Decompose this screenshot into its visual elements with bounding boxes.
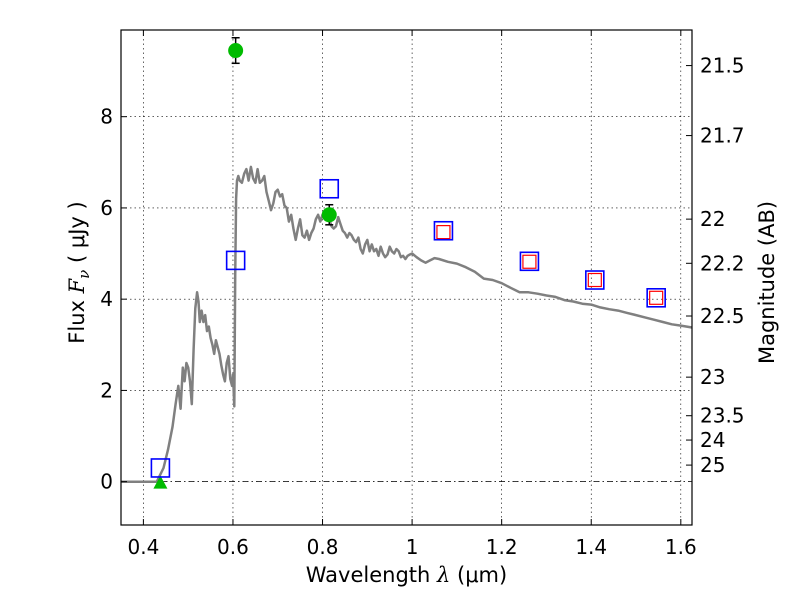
grid-lines xyxy=(121,30,692,525)
observed-nir-square xyxy=(649,290,664,305)
model-photometry-square xyxy=(150,458,171,478)
y2-tick-label: 21.5 xyxy=(700,54,745,78)
y-tick-label: 2 xyxy=(100,378,113,402)
y2-tick-label: 23.5 xyxy=(700,404,745,428)
model-spectrum-line xyxy=(121,165,693,483)
x-tick-label: 1 xyxy=(406,535,419,559)
y2-tick-label: 24 xyxy=(700,428,725,452)
y-tick-label: 4 xyxy=(100,287,113,311)
y2-tick-label: 25 xyxy=(700,453,725,477)
observed-nir-square xyxy=(587,272,602,288)
y-tick-label: 0 xyxy=(100,470,113,494)
model-photometry-square xyxy=(519,251,540,272)
observed-nir-square xyxy=(436,225,451,240)
y2-tick-label: 23 xyxy=(700,365,725,389)
model-photometry-square xyxy=(225,250,246,271)
model-photometry-square xyxy=(433,220,454,241)
y2-tick-label: 21.7 xyxy=(700,124,745,148)
detection-point xyxy=(321,207,337,223)
photometry-markers xyxy=(150,37,666,489)
observed-nir-square xyxy=(522,254,537,269)
detection-point xyxy=(228,43,244,59)
model-spectrum xyxy=(121,165,693,483)
x-tick-label: 0.4 xyxy=(127,535,159,559)
x-tick-label: 1.6 xyxy=(665,535,697,559)
y-axis-label: Flux Fν ( μJy ) xyxy=(65,201,93,343)
model-photometry-square xyxy=(585,270,605,290)
axis-ticks: 0.4 0.6 0.8 1 1.2 1.4 1.60246821.521.72222.222… xyxy=(100,30,745,559)
y2-tick-label: 22 xyxy=(700,207,725,231)
y2-tick-label: 22.5 xyxy=(700,304,745,328)
y-tick-label: 8 xyxy=(100,105,113,129)
upper-limit-point xyxy=(153,475,168,489)
x-tick-label: 1.4 xyxy=(575,535,607,559)
x-axis-label: Wavelength λ (μm) xyxy=(306,563,507,587)
y2-tick-label: 22.2 xyxy=(700,251,745,275)
y2-axis-label: Magnitude (AB) xyxy=(755,201,779,364)
x-tick-label: 0.8 xyxy=(307,535,339,559)
x-tick-label: 1.2 xyxy=(486,535,518,559)
y-tick-label: 6 xyxy=(100,196,113,220)
plot-frame xyxy=(120,29,693,526)
model-photometry-square xyxy=(319,178,340,199)
model-photometry-square xyxy=(646,288,666,308)
x-tick-label: 0.6 xyxy=(217,535,249,559)
